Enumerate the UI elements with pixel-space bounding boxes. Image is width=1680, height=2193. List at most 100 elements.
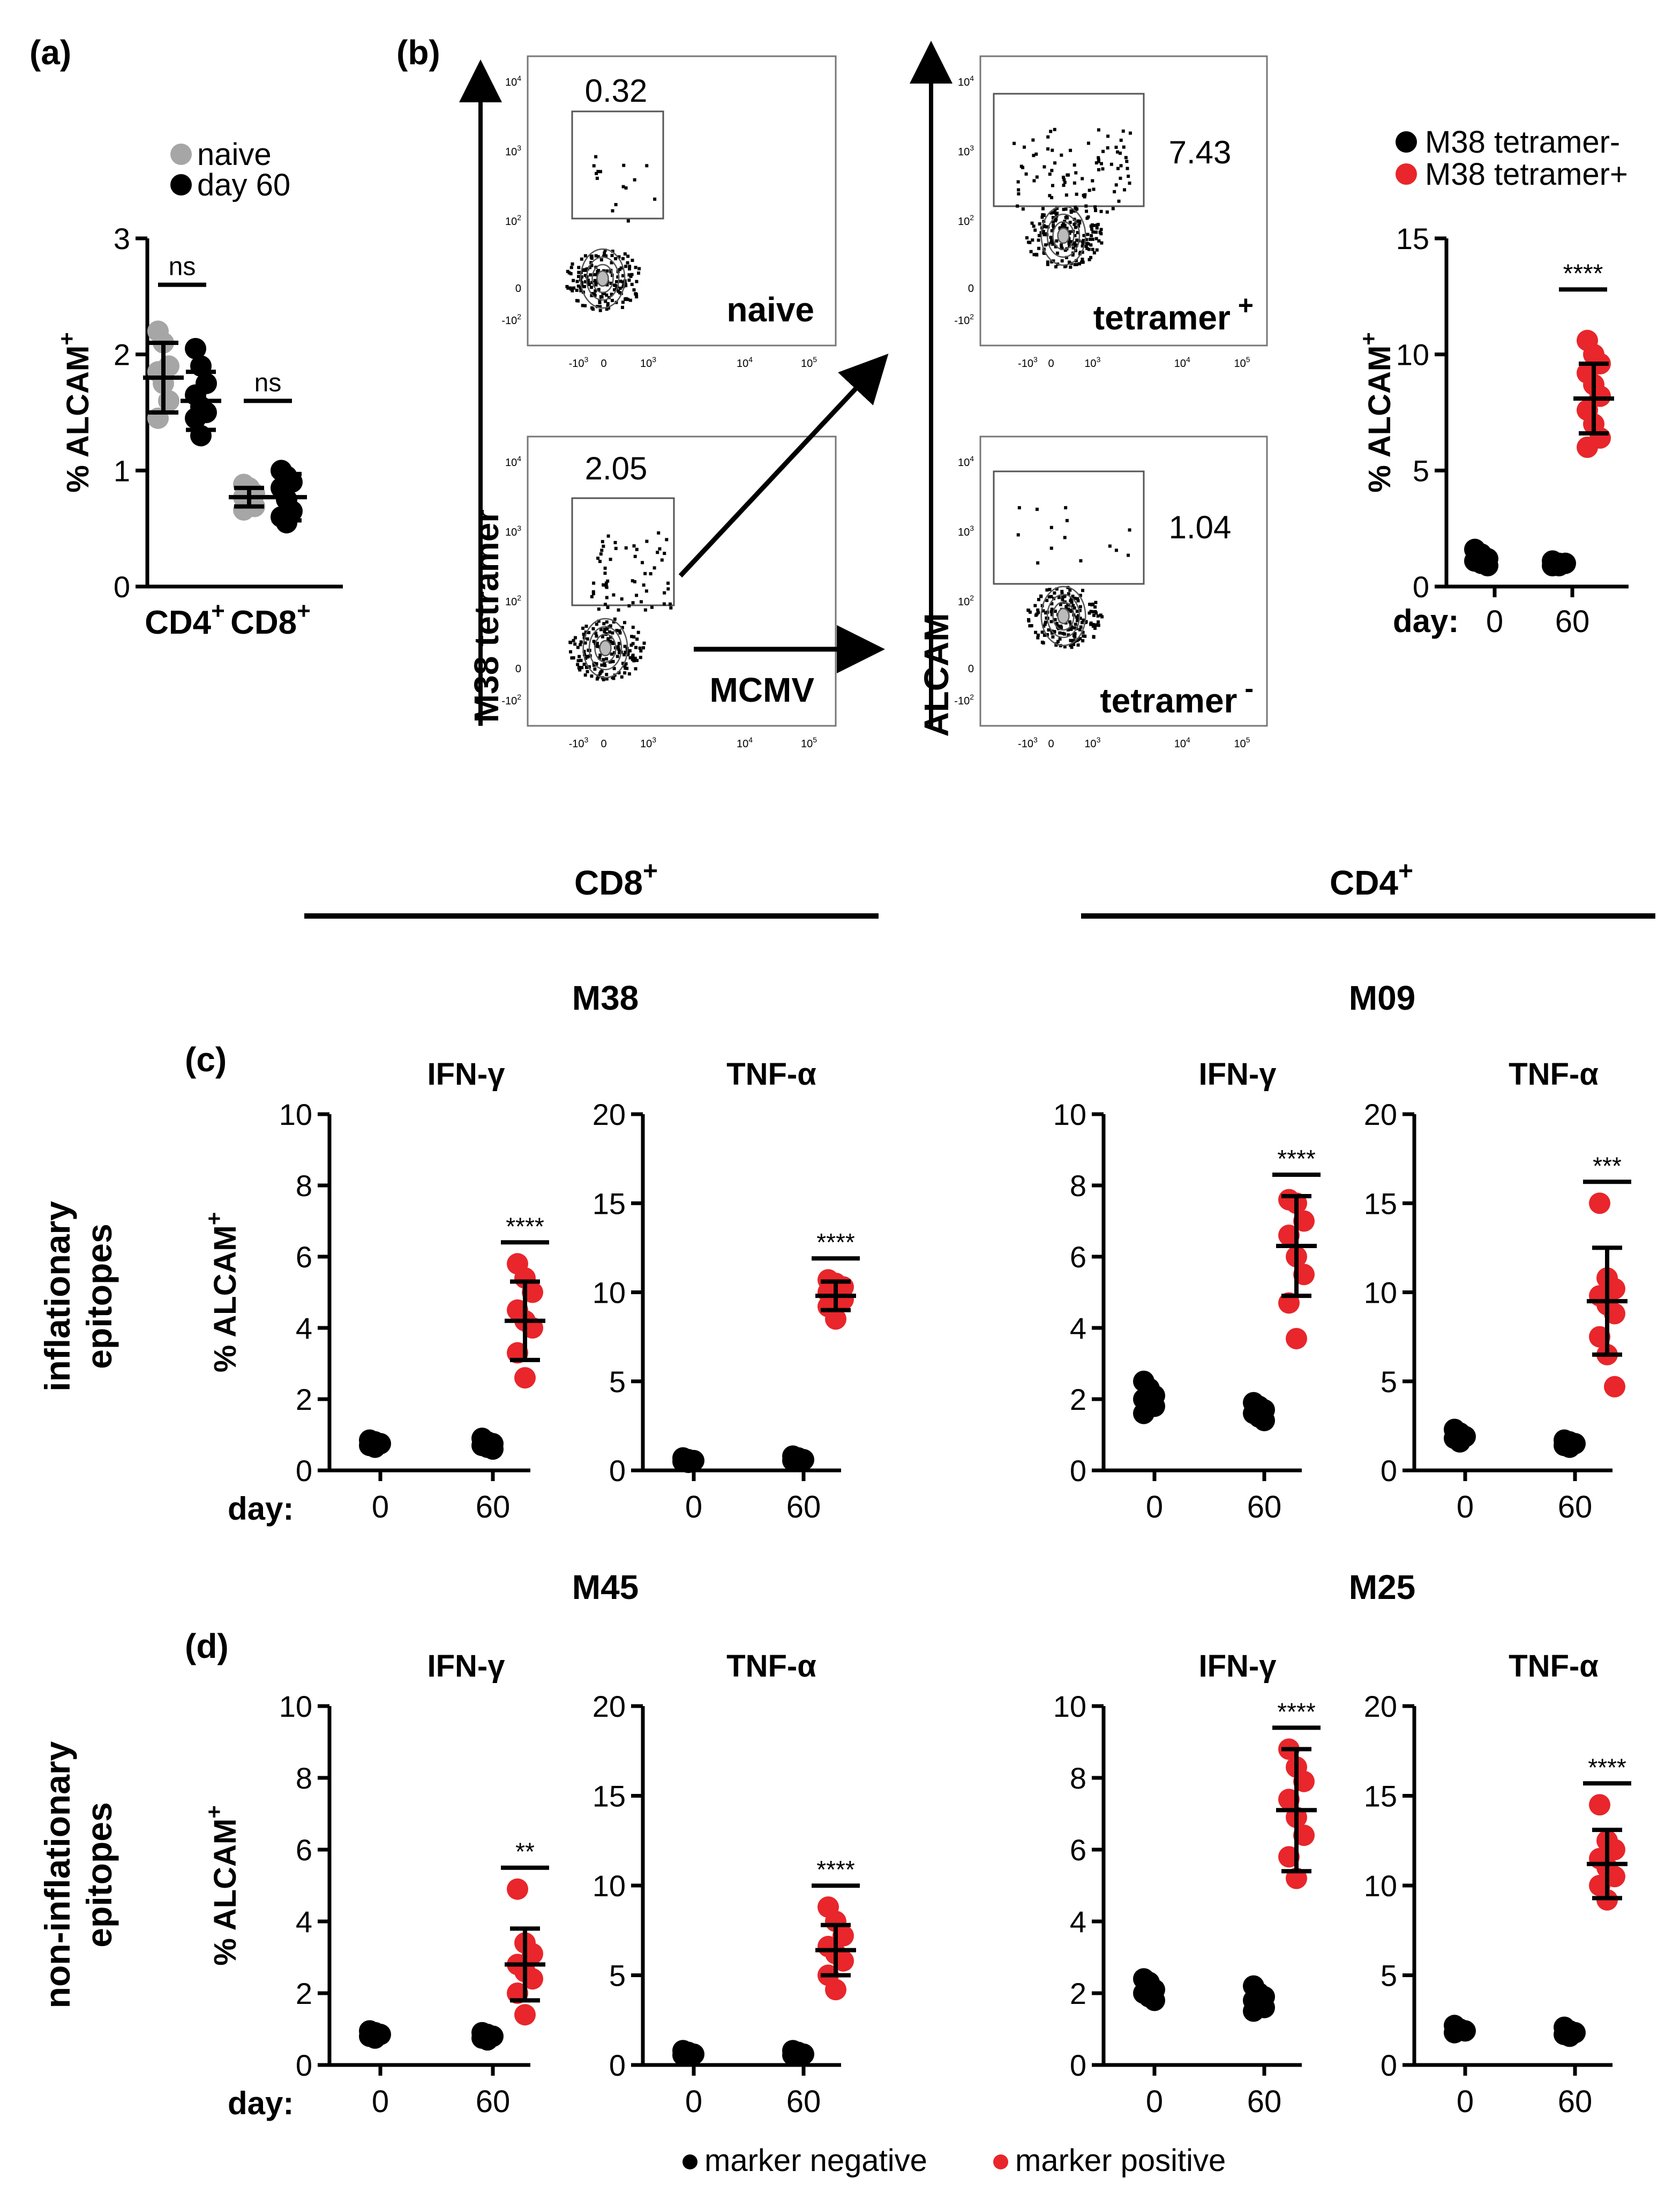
flow-event <box>642 583 646 587</box>
flow-x-tick-label: -103 <box>569 355 589 370</box>
data-point <box>1286 1327 1307 1349</box>
panel-label-b: (b) <box>396 33 440 72</box>
y-axis-label-text: % ALCAM <box>208 1225 243 1372</box>
flow-event <box>609 624 612 628</box>
y-tick-label: 8 <box>296 1761 312 1795</box>
flow-contour <box>1057 227 1070 244</box>
flow-event <box>1067 241 1071 245</box>
flow-event <box>612 667 616 671</box>
data-point <box>1604 1376 1625 1398</box>
flow-event <box>1124 156 1128 160</box>
flow-y-tick-label: 102 <box>958 594 974 608</box>
flow-event <box>1084 620 1088 624</box>
flow-tick-exp: 2 <box>517 312 521 321</box>
flow-gate-value: 2.05 <box>585 450 648 486</box>
flow-event <box>1051 240 1054 244</box>
flow-event <box>1126 167 1129 170</box>
flow-tick-base: 10 <box>958 216 970 228</box>
flow-event <box>1052 211 1056 214</box>
x-tick-label: 60 <box>1558 2084 1593 2119</box>
flow-event <box>1128 131 1132 135</box>
flow-event <box>1051 148 1054 152</box>
flow-y-tick-label: -102 <box>501 693 521 707</box>
flow-event <box>1051 242 1055 246</box>
row-label-d-line1: non-inflationary <box>38 1741 77 2008</box>
y-tick-label: 2 <box>296 1383 312 1416</box>
flow-event <box>1040 641 1044 644</box>
flow-event <box>624 546 628 550</box>
y-tick-label: 8 <box>1070 1761 1086 1795</box>
flow-event <box>628 265 632 268</box>
flow-event <box>666 587 670 591</box>
flow-tick-exp: 3 <box>652 735 656 744</box>
flow-tick-exp: 2 <box>970 213 974 222</box>
flow-event <box>1035 175 1039 179</box>
data-point <box>507 1878 528 1900</box>
flow-event <box>1060 259 1064 262</box>
flow-event <box>1050 238 1054 242</box>
flow-event <box>624 297 627 301</box>
flow-event <box>597 607 601 611</box>
flow-y-tick-label: 0 <box>515 283 521 295</box>
flow-event <box>590 674 594 678</box>
flow-event <box>594 632 598 635</box>
flow-tick-base: -10 <box>569 738 584 750</box>
legend-dot <box>1396 163 1417 185</box>
chart-subtitle: TNF-α <box>726 1057 816 1092</box>
flow-event <box>587 630 591 634</box>
flow-event <box>1048 194 1052 198</box>
flow-event <box>1108 544 1112 548</box>
x-tick-label: 60 <box>1555 604 1590 639</box>
x-category-text: CD4 <box>145 604 212 641</box>
flow-event <box>605 293 609 297</box>
flow-event <box>1024 172 1028 176</box>
data-point <box>1589 1794 1610 1816</box>
flow-event <box>1081 250 1084 254</box>
flow-event <box>1109 162 1113 166</box>
flow-event <box>1055 239 1059 243</box>
flow-event <box>1044 232 1047 236</box>
flow-event <box>1049 236 1053 239</box>
y-tick-label: 15 <box>592 1186 626 1220</box>
flow-tick-exp: 4 <box>517 454 521 463</box>
flow-event <box>1055 251 1059 255</box>
flow-event <box>600 663 604 667</box>
flow-event <box>1093 209 1097 213</box>
flow-contour <box>586 256 620 301</box>
flow-x-tick-label: 105 <box>1234 735 1250 750</box>
flow-event <box>631 654 635 657</box>
y-tick-label: 15 <box>1364 1779 1397 1813</box>
flow-event <box>1061 595 1064 599</box>
flow-event <box>643 608 647 612</box>
flow-event <box>1051 184 1055 187</box>
flow-event <box>1078 221 1082 225</box>
flow-event <box>631 601 635 605</box>
flow-event <box>612 593 616 597</box>
flow-event <box>1069 209 1073 213</box>
row-label-c: inflationary epitopes <box>38 1201 119 1392</box>
legend-dot <box>170 144 192 165</box>
flow-event <box>595 622 598 626</box>
y-axis-label: % ALCAM+ <box>1356 332 1397 492</box>
flow-event <box>1063 595 1067 598</box>
flow-plot-label-text: tetramer <box>1093 298 1231 337</box>
y-tick-label: 0 <box>1381 1454 1397 1488</box>
flow-event <box>580 275 584 279</box>
flow-event <box>582 663 586 666</box>
flow-event <box>565 285 569 289</box>
flow-event <box>603 249 607 252</box>
y-tick-label: 4 <box>1070 1311 1086 1345</box>
flow-event <box>607 306 611 310</box>
flow-event <box>588 266 592 269</box>
flow-tick-exp: 3 <box>1097 355 1101 364</box>
flow-event <box>576 299 580 303</box>
significance-label: **** <box>1277 1698 1316 1725</box>
flow-event <box>634 266 638 269</box>
flow-event <box>635 295 639 298</box>
y-tick-label: 15 <box>592 1779 626 1813</box>
x-category-sup: + <box>297 598 311 624</box>
flow-event <box>1099 162 1103 166</box>
y-tick-label: 4 <box>296 1311 312 1345</box>
flow-event <box>591 307 595 311</box>
flow-event <box>613 540 617 544</box>
